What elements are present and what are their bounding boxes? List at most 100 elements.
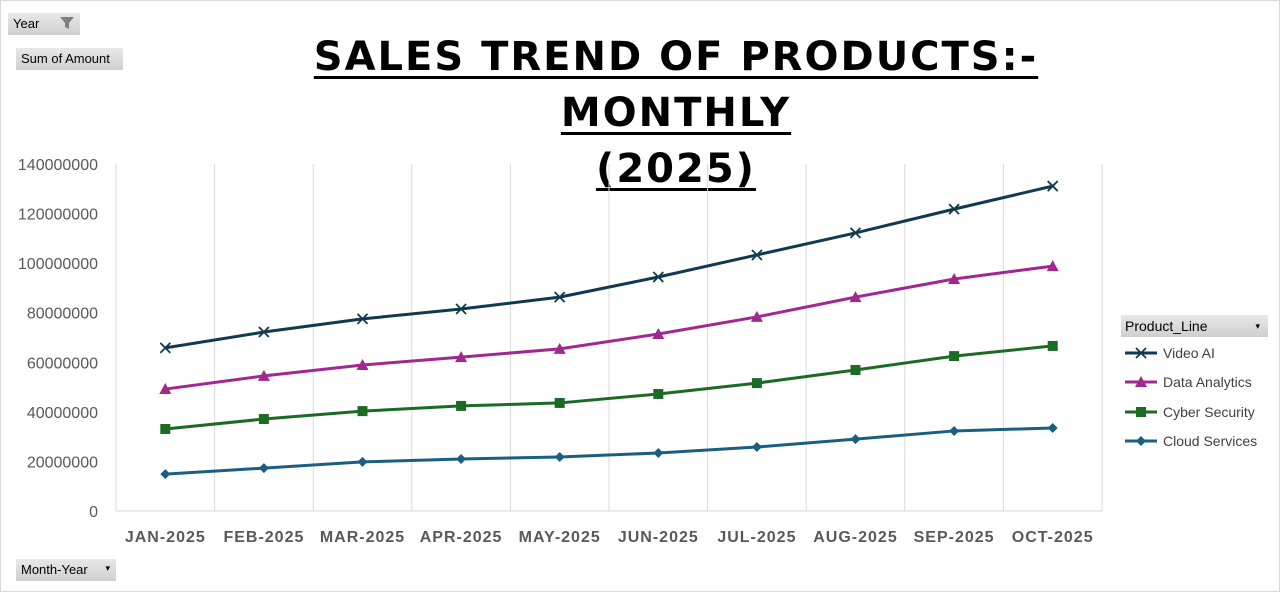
legend-field-label: Product_Line bbox=[1125, 318, 1208, 334]
legend-field-button[interactable]: Product_Line ▾ bbox=[1121, 315, 1268, 337]
legend-item-cyber-security: Cyber Security bbox=[1121, 397, 1268, 427]
data-point-cloud-services bbox=[751, 442, 762, 453]
data-point-cyber-security bbox=[456, 400, 467, 411]
legend-marker bbox=[1136, 436, 1146, 447]
legend: Product_Line ▾ Video AI Data Analytics Cyb… bbox=[1121, 315, 1268, 456]
plot-area: 0 20000000 40000000 60000000 80000000 1000000… bbox=[18, 157, 1103, 546]
marker-stroke bbox=[455, 303, 467, 315]
marker-stroke bbox=[258, 326, 270, 338]
y-tick-label: 140000000 bbox=[18, 157, 98, 174]
marker-stroke bbox=[849, 227, 862, 239]
x-tick-label: JAN-2025 bbox=[125, 529, 206, 546]
data-point-video-ai bbox=[652, 271, 664, 283]
data-point-video-ai bbox=[554, 291, 566, 303]
y-tick-label: 80000000 bbox=[27, 306, 98, 323]
dropdown-icon: ▾ bbox=[1255, 321, 1260, 331]
x-tick-label: JUN-2025 bbox=[618, 529, 699, 546]
x-tick-label: MAR-2025 bbox=[320, 529, 405, 546]
legend-label: Video AI bbox=[1163, 344, 1215, 361]
data-point-cloud-services bbox=[850, 434, 861, 445]
axis-field-button[interactable]: Month-Year ▾ bbox=[16, 559, 116, 581]
legend-marker bbox=[1135, 347, 1147, 359]
data-point-video-ai bbox=[455, 303, 467, 315]
data-point-data-analytics bbox=[1046, 260, 1059, 272]
marker-stroke bbox=[751, 249, 763, 261]
data-point-cloud-services bbox=[456, 453, 467, 464]
legend-label: Data Analytics bbox=[1163, 374, 1252, 391]
axis-field-label: Month-Year bbox=[21, 562, 88, 577]
legend-triangle-marker-icon bbox=[1125, 376, 1157, 388]
x-tick-label: SEP-2025 bbox=[914, 529, 995, 546]
data-point-cloud-services bbox=[554, 451, 565, 462]
data-point-cyber-security bbox=[653, 389, 664, 400]
legend-label: Cloud Services bbox=[1163, 433, 1258, 450]
filter-funnel-icon bbox=[59, 15, 75, 36]
legend-item-data-analytics: Data Analytics bbox=[1121, 368, 1268, 398]
y-tick-label: 40000000 bbox=[27, 405, 98, 422]
data-point-video-ai bbox=[356, 313, 369, 325]
data-point-cyber-security bbox=[554, 397, 565, 408]
marker-stroke bbox=[652, 271, 664, 283]
data-point-cloud-services bbox=[653, 448, 664, 459]
data-point-data-analytics bbox=[750, 310, 763, 322]
marker-stroke bbox=[1047, 180, 1059, 192]
y-tick-label: 0 bbox=[89, 504, 98, 521]
marker-stroke bbox=[948, 203, 960, 215]
data-point-cyber-security bbox=[850, 364, 861, 375]
data-point-data-analytics bbox=[849, 291, 862, 303]
chart-title: SALES TREND OF PRODUCTS:- MONTHLY (2025) bbox=[211, 29, 1141, 197]
data-point-data-analytics bbox=[553, 342, 566, 354]
legend-item-cloud-services: Cloud Services bbox=[1121, 427, 1268, 457]
data-point-data-analytics bbox=[455, 351, 468, 363]
series-line-cyber-security bbox=[165, 344, 1053, 431]
data-point-cloud-services bbox=[258, 463, 269, 474]
x-tick-label: JUL-2025 bbox=[717, 529, 796, 546]
data-point-video-ai bbox=[258, 326, 270, 338]
y-tick-label: 60000000 bbox=[27, 355, 98, 372]
data-point-cloud-services bbox=[949, 425, 960, 436]
data-point-cloud-services bbox=[160, 469, 171, 480]
chart-title-line-1: SALES TREND OF PRODUCTS:- MONTHLY bbox=[313, 34, 1039, 136]
data-point-cyber-security bbox=[1047, 340, 1058, 351]
x-tick-label: FEB-2025 bbox=[223, 529, 304, 546]
data-point-video-ai bbox=[751, 249, 763, 261]
marker-stroke bbox=[1135, 347, 1147, 359]
data-point-data-analytics bbox=[652, 328, 665, 340]
year-filter-button[interactable]: Year bbox=[8, 13, 80, 35]
y-tick-label: 120000000 bbox=[18, 207, 98, 224]
series-line-video-ai bbox=[165, 184, 1054, 350]
data-point-cloud-services bbox=[1047, 422, 1058, 433]
data-point-cloud-services bbox=[357, 456, 368, 467]
data-point-video-ai bbox=[948, 203, 960, 215]
y-tick-label: 20000000 bbox=[27, 454, 98, 471]
legend-diamond-marker-icon bbox=[1125, 436, 1157, 447]
x-tick-label: OCT-2025 bbox=[1012, 529, 1094, 546]
data-point-cyber-security bbox=[357, 406, 368, 417]
legend-x-marker-icon bbox=[1125, 347, 1157, 359]
dropdown-icon: ▾ bbox=[105, 563, 110, 573]
series-line-cloud-services bbox=[165, 426, 1053, 476]
x-tick-label: APR-2025 bbox=[420, 529, 503, 546]
year-filter-label: Year bbox=[13, 16, 40, 31]
legend-marker bbox=[1135, 376, 1147, 388]
data-point-video-ai bbox=[159, 342, 171, 354]
data-point-cyber-security bbox=[751, 378, 762, 389]
x-tick-label: MAY-2025 bbox=[519, 529, 601, 546]
data-point-data-analytics bbox=[948, 273, 961, 285]
data-point-data-analytics bbox=[257, 369, 270, 381]
series-line-data-analytics bbox=[165, 264, 1053, 391]
legend-marker bbox=[1136, 406, 1146, 417]
y-tick-label: 100000000 bbox=[18, 256, 98, 273]
data-point-data-analytics bbox=[159, 383, 172, 395]
data-point-data-analytics bbox=[356, 359, 369, 371]
legend-square-marker-icon bbox=[1125, 406, 1157, 417]
legend-item-video-ai: Video AI bbox=[1121, 338, 1268, 368]
marker-stroke bbox=[159, 342, 171, 354]
data-point-video-ai bbox=[849, 227, 862, 239]
marker-stroke bbox=[554, 291, 566, 303]
values-field-button[interactable]: Sum of Amount bbox=[16, 48, 123, 70]
x-tick-label: AUG-2025 bbox=[813, 529, 897, 546]
data-point-cyber-security bbox=[160, 423, 171, 434]
marker-stroke bbox=[356, 313, 369, 325]
